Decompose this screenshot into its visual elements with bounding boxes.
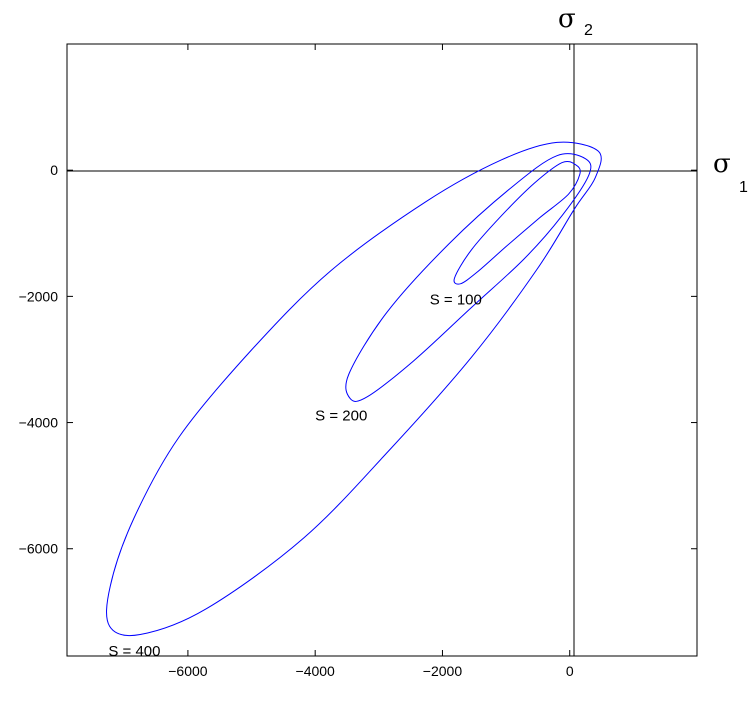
x-axis-subscript: 1 [739,179,748,196]
contour-curve [106,141,602,637]
y-tick-label: 0 [50,162,58,178]
contour-curve [453,160,581,285]
x-axis-name: σ [713,149,731,179]
y-tick-label: −4000 [19,415,59,431]
series-labels: S = 100 S = 200 S = 400 [108,292,482,660]
contour-label: S = 200 [315,408,367,425]
y-tick-label: −6000 [19,541,59,557]
contour-curve [345,153,592,402]
y-ticks: 0 −2000 −4000 −6000 [19,162,697,557]
x-tick-label: 0 [566,663,574,679]
y-axis-name: σ [558,4,576,34]
y-tick-label: −2000 [19,288,59,304]
x-tick-label: −6000 [168,663,208,679]
x-tick-label: −4000 [296,663,336,679]
x-ticks: −6000 −4000 −2000 0 [168,44,574,679]
x-tick-label: −2000 [423,663,463,679]
contour-label: S = 100 [430,292,482,309]
series-layer [106,141,602,637]
y-axis-subscript: 2 [584,22,593,39]
plot-area [66,43,698,657]
contour-label: S = 400 [108,643,160,660]
